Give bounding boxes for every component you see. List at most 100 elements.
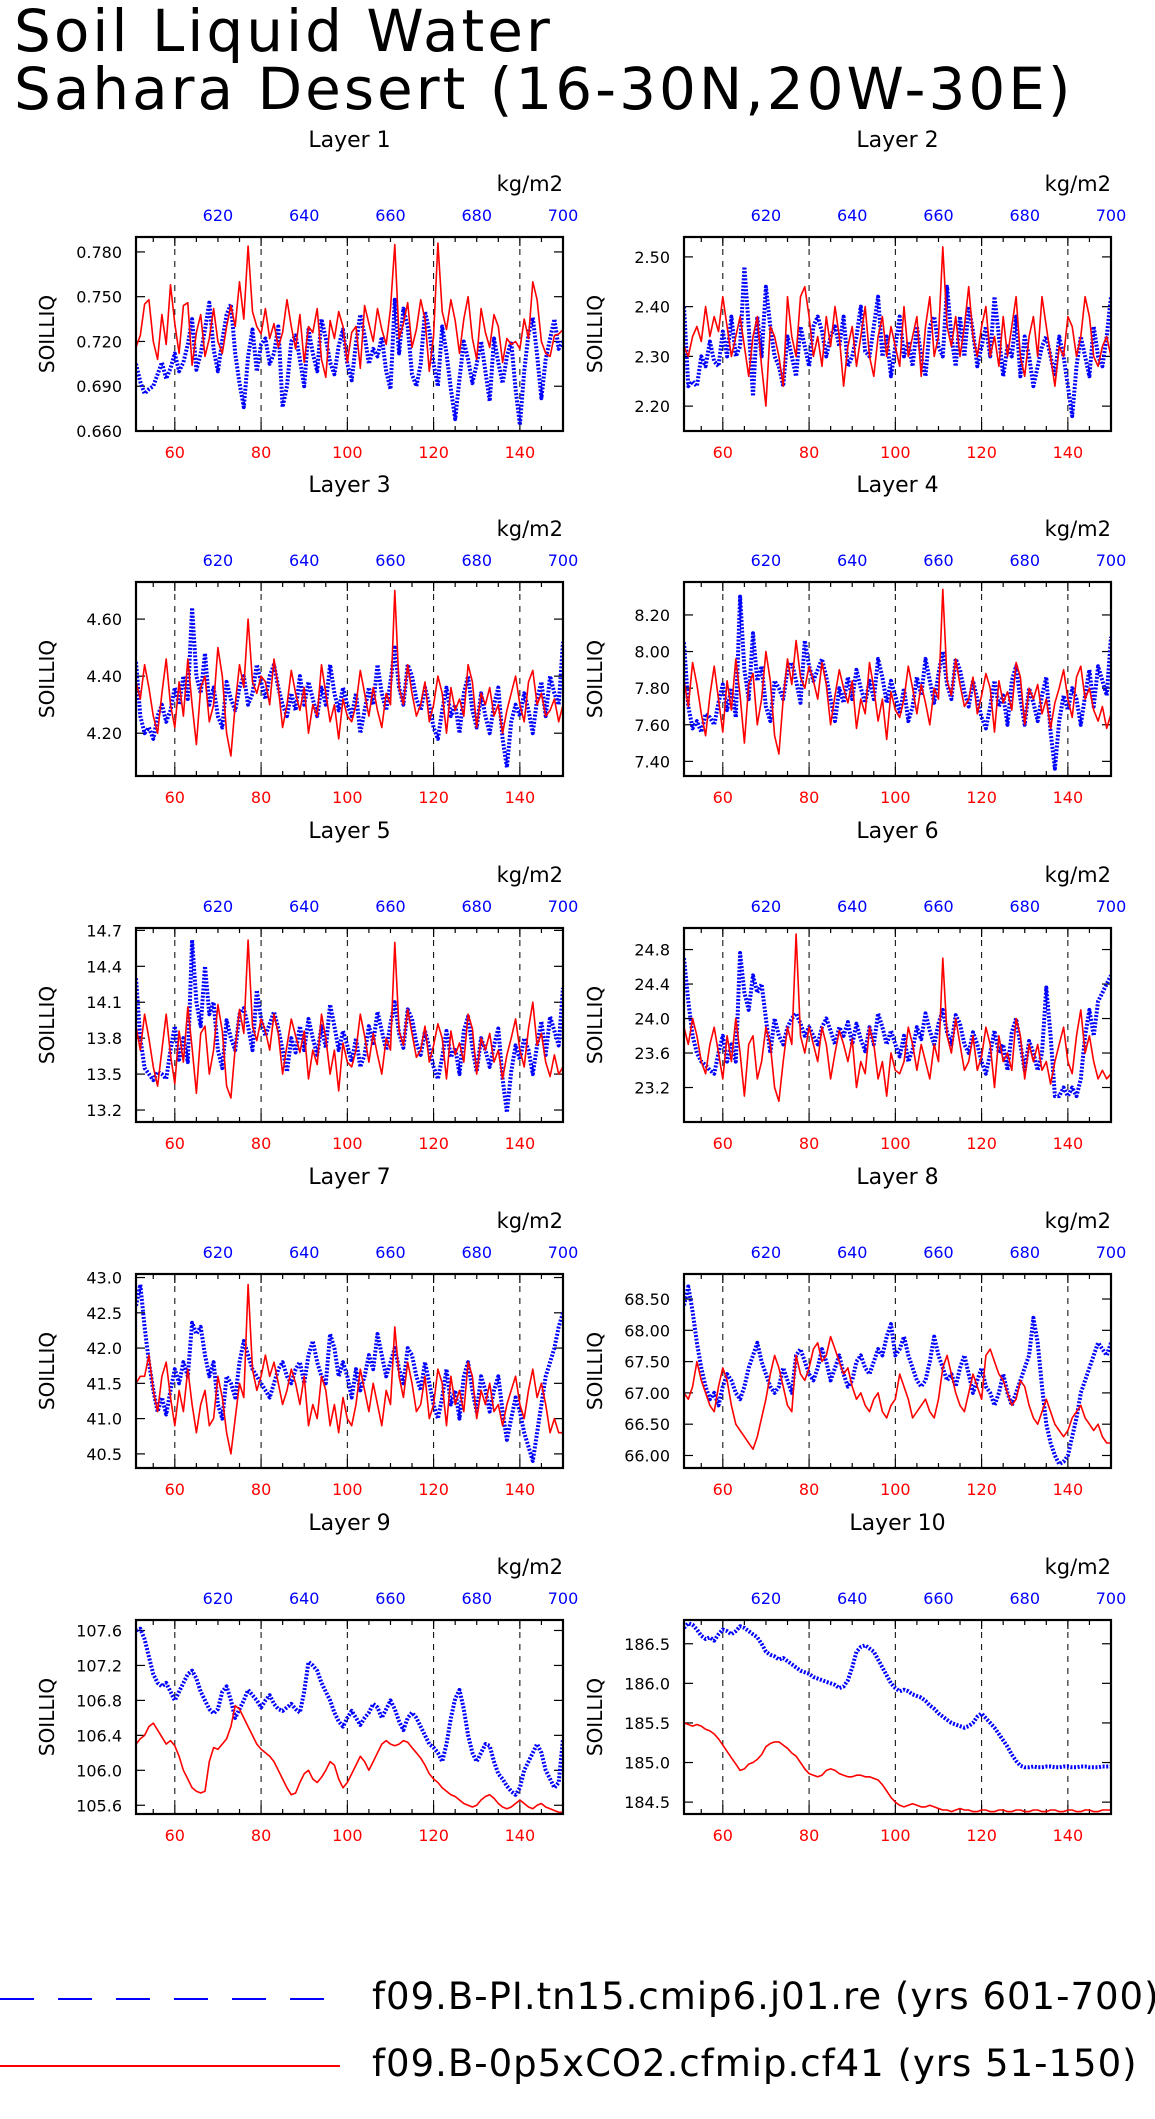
- series-line-pi: [136, 297, 563, 427]
- y-tick-label: 67.50: [624, 1353, 670, 1372]
- x-tick-label-bottom: 80: [251, 1480, 271, 1499]
- chart-panel-7: Layer 7 kg/m2 SOILLIQ 60 80 100 120 140 620 640 66…: [35, 1165, 578, 1499]
- x-tick-label-bottom: 80: [799, 1826, 819, 1845]
- series-line-co2: [684, 1335, 1111, 1450]
- panel-title: Layer 9: [308, 1511, 390, 1536]
- y-axis-label: SOILLIQ: [35, 1678, 59, 1756]
- y-tick-label: 184.5: [624, 1793, 670, 1812]
- y-tick-label: 2.50: [634, 248, 670, 267]
- y-tick-label: 41.5: [86, 1374, 122, 1393]
- y-tick-label: 14.7: [86, 921, 122, 940]
- x-tick-label-top: 640: [837, 1243, 868, 1262]
- series-line-pi: [684, 1284, 1111, 1467]
- x-tick-label-bottom: 60: [713, 1826, 733, 1845]
- x-tick-label-bottom: 100: [880, 788, 911, 807]
- y-tick-label: 0.690: [76, 377, 122, 396]
- series-line-co2: [684, 933, 1111, 1103]
- x-tick-label-bottom: 120: [418, 1480, 449, 1499]
- panel-title: Layer 4: [856, 473, 938, 498]
- chart-title-line-1: Soil Liquid Water: [14, 0, 553, 65]
- x-tick-label-bottom: 100: [332, 788, 363, 807]
- plot-frame: [682, 1272, 1113, 1470]
- panel-title: Layer 6: [856, 819, 938, 844]
- plot-frame: [682, 1618, 1113, 1816]
- top-axis-unit-label: kg/m2: [497, 1209, 563, 1233]
- y-tick-label: 40.5: [86, 1445, 122, 1464]
- y-tick-label: 24.4: [634, 975, 670, 994]
- x-tick-label-bottom: 120: [418, 1134, 449, 1153]
- chart-title-line-2: Sahara Desert (16-30N,20W-30E): [14, 55, 1074, 123]
- x-tick-label-bottom: 80: [799, 1134, 819, 1153]
- x-tick-label-top: 640: [289, 897, 320, 916]
- x-tick-label-bottom: 60: [165, 1826, 185, 1845]
- series-line-co2: [136, 939, 563, 1099]
- x-tick-label-bottom: 140: [1053, 1826, 1084, 1845]
- x-tick-label-top: 620: [751, 551, 782, 570]
- y-axis-label: SOILLIQ: [35, 295, 59, 373]
- x-tick-label-bottom: 60: [165, 443, 185, 462]
- plot-frame: [134, 1272, 565, 1470]
- y-tick-label: 14.1: [86, 993, 122, 1012]
- y-tick-label: 106.8: [76, 1691, 122, 1710]
- top-axis-unit-label: kg/m2: [1045, 172, 1111, 196]
- x-tick-label-top: 680: [1009, 551, 1040, 570]
- y-tick-label: 185.0: [624, 1754, 670, 1773]
- x-tick-label-top: 660: [923, 1589, 954, 1608]
- x-tick-label-top: 640: [289, 1243, 320, 1262]
- x-tick-label-bottom: 140: [1053, 788, 1084, 807]
- chart-panel-9: Layer 9 kg/m2 SOILLIQ 60 80 100 120 140 620 640 66…: [35, 1511, 578, 1845]
- series-line-pi: [684, 264, 1111, 419]
- x-tick-label-bottom: 100: [332, 1134, 363, 1153]
- x-tick-label-bottom: 120: [418, 788, 449, 807]
- x-tick-label-top: 680: [461, 1589, 492, 1608]
- y-axis-label: SOILLIQ: [583, 986, 607, 1064]
- x-tick-label-top: 680: [1009, 1243, 1040, 1262]
- series-line-co2: [136, 589, 563, 757]
- x-tick-label-top: 700: [548, 897, 579, 916]
- top-axis-unit-label: kg/m2: [1045, 1209, 1111, 1233]
- x-tick-label-bottom: 60: [713, 443, 733, 462]
- x-tick-label-top: 660: [923, 1243, 954, 1262]
- y-tick-label: 0.750: [76, 288, 122, 307]
- chart-panel-6: Layer 6 kg/m2 SOILLIQ 60 80 100 120 140 620 640 66…: [583, 819, 1126, 1153]
- x-tick-label-top: 620: [751, 1589, 782, 1608]
- x-tick-label-top: 620: [751, 206, 782, 225]
- y-tick-label: 41.0: [86, 1410, 122, 1429]
- series-line-pi: [136, 1626, 563, 1797]
- y-tick-label: 13.8: [86, 1029, 122, 1048]
- x-tick-label-top: 660: [375, 1243, 406, 1262]
- y-tick-label: 186.0: [624, 1674, 670, 1693]
- series-line-pi: [684, 951, 1111, 1099]
- plot-frame: [134, 580, 565, 778]
- x-tick-label-top: 700: [1096, 897, 1127, 916]
- y-tick-label: 7.60: [634, 716, 670, 735]
- chart-panel-4: Layer 4 kg/m2 SOILLIQ 60 80 100 120 140 620 640 66…: [583, 473, 1126, 807]
- x-tick-label-bottom: 100: [880, 1134, 911, 1153]
- y-tick-label: 67.00: [624, 1384, 670, 1403]
- x-tick-label-top: 660: [375, 897, 406, 916]
- x-tick-label-bottom: 100: [332, 1480, 363, 1499]
- y-tick-label: 66.50: [624, 1415, 670, 1434]
- top-axis-unit-label: kg/m2: [1045, 517, 1111, 541]
- y-tick-label: 186.5: [624, 1635, 670, 1654]
- y-tick-label: 4.40: [86, 667, 122, 686]
- legend-entry-co2: f09.B-0p5xCO2.cfmip.cf41 (yrs 51-150): [0, 2035, 1155, 2095]
- x-tick-label-bottom: 140: [505, 788, 536, 807]
- series-line-pi: [684, 594, 1111, 771]
- x-tick-label-bottom: 100: [332, 1826, 363, 1845]
- x-tick-label-bottom: 60: [165, 1480, 185, 1499]
- x-tick-label-top: 700: [548, 551, 579, 570]
- y-axis-label: SOILLIQ: [583, 1678, 607, 1756]
- panel-title: Layer 2: [856, 128, 938, 153]
- panel-title: Layer 10: [849, 1511, 945, 1536]
- y-tick-label: 42.0: [86, 1339, 122, 1358]
- y-tick-label: 23.2: [634, 1079, 670, 1098]
- top-axis-unit-label: kg/m2: [497, 517, 563, 541]
- chart-panel-8: Layer 8 kg/m2 SOILLIQ 60 80 100 120 140 620 640 66…: [583, 1165, 1126, 1499]
- series-line-pi: [136, 1282, 563, 1463]
- x-tick-label-top: 680: [1009, 897, 1040, 916]
- y-axis-label: SOILLIQ: [583, 295, 607, 373]
- x-tick-label-top: 700: [1096, 551, 1127, 570]
- x-tick-label-top: 700: [1096, 206, 1127, 225]
- x-tick-label-top: 680: [1009, 206, 1040, 225]
